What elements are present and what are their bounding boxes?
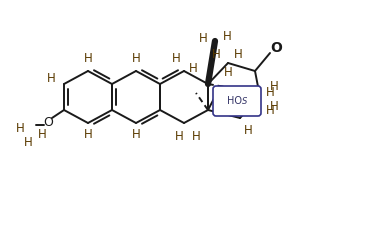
Text: O: O xyxy=(43,116,53,130)
Text: H: H xyxy=(223,30,231,43)
Text: H: H xyxy=(23,137,32,149)
Text: HO: HO xyxy=(228,96,243,106)
Text: O: O xyxy=(270,41,282,55)
Text: H: H xyxy=(199,31,207,45)
Text: H: H xyxy=(132,128,140,142)
Text: H: H xyxy=(132,52,140,66)
Text: H: H xyxy=(38,128,46,142)
Text: H: H xyxy=(192,130,200,143)
Text: H: H xyxy=(47,73,55,85)
Text: H: H xyxy=(266,86,275,100)
Text: H: H xyxy=(234,49,242,61)
Text: H: H xyxy=(244,124,252,137)
Text: H: H xyxy=(224,66,232,79)
Text: H: H xyxy=(84,128,92,142)
Text: S: S xyxy=(242,97,248,106)
Text: H: H xyxy=(270,100,279,113)
Text: H: H xyxy=(266,104,275,118)
FancyBboxPatch shape xyxy=(213,86,261,116)
Text: H: H xyxy=(175,130,184,143)
Text: H: H xyxy=(84,52,92,66)
Text: H: H xyxy=(270,80,279,94)
Text: H: H xyxy=(172,52,180,66)
Text: H: H xyxy=(189,63,197,76)
Text: H: H xyxy=(16,122,24,134)
Text: H: H xyxy=(212,49,220,61)
